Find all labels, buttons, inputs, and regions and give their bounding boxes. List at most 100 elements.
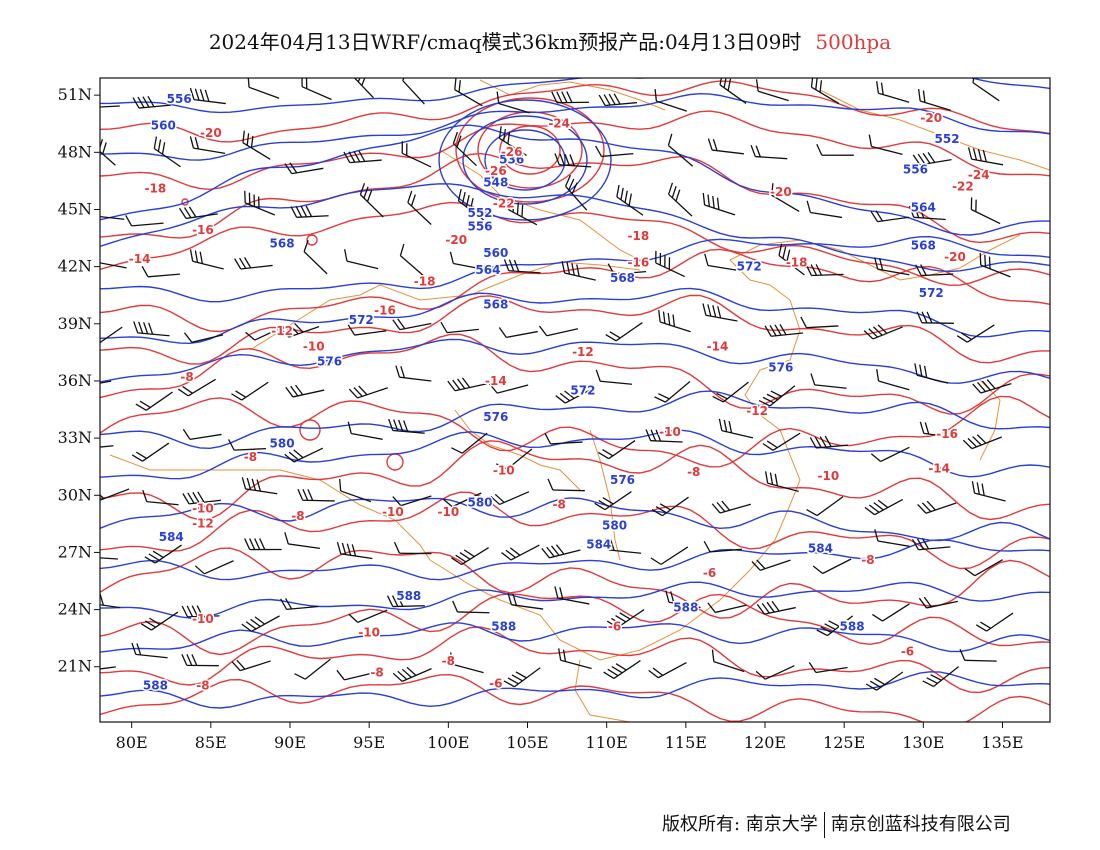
wind-barb [100,380,112,388]
wind-barb [284,447,324,463]
wind-barb [280,598,319,611]
lon-tick-label: 90E [274,733,306,752]
wind-barb [182,428,222,440]
wind-barb [654,381,691,403]
temperature-small-closed-contour [386,453,404,471]
wind-barb [555,387,594,404]
temperature-label: -18 [786,256,808,270]
wind-barb [922,666,960,688]
wind-barb [616,184,644,216]
lat-tick-label: 21N [58,657,92,676]
wind-barb [177,378,216,397]
height-label: 580 [270,437,295,451]
wind-barb [301,78,332,101]
lat-tick-label: 33N [58,428,92,447]
temperature-contour-line [100,110,1050,191]
height-label: 576 [610,473,635,487]
temperature-label: -14 [707,339,729,353]
temperature-label: -22 [952,179,974,193]
temperature-label: -8 [370,665,383,679]
wind-barb [778,243,805,276]
wind-barb [407,190,432,225]
wind-barb [594,491,632,511]
temperature-contour-line [100,395,1050,468]
height-contour-line [100,235,1050,303]
wind-barb [231,381,269,401]
wind-barb [388,418,425,434]
wind-barb [440,321,479,334]
temperature-label: -10 [382,505,404,519]
height-label: 560 [151,118,176,132]
wind-barb [457,188,485,221]
height-label: 564 [475,263,500,277]
height-label: 552 [467,206,492,220]
wind-barb [496,91,530,114]
wind-barb [816,143,854,156]
height-contour-line [100,622,1050,653]
wind-barb [914,363,949,384]
wind-barb [393,541,432,555]
height-contour-line [100,124,1050,236]
wind-barb [812,558,852,575]
height-low-contour [438,99,612,221]
wind-barb [865,671,904,691]
wind-barb [498,327,538,339]
wind-barb [142,489,179,506]
height-label: 588 [143,679,168,693]
wind-barb [294,658,331,680]
wind-barb [347,324,387,336]
temperature-label: -8 [442,654,455,668]
wind-barb [503,667,541,688]
wind-barb [399,243,425,278]
wind-barb [359,183,384,218]
wind-barb [805,264,844,277]
height-contour-line [100,287,1050,345]
wind-barb [402,78,425,105]
wind-barb [908,205,946,221]
coastline-segment [429,479,801,661]
wind-barb [452,131,477,167]
wind-barb [962,434,1002,450]
wind-barb [451,547,490,566]
wind-barb [178,206,218,220]
lon-tick-label: 100E [427,733,469,752]
wind-barb [244,190,276,216]
temperature-label: -12 [192,517,214,531]
wind-barb [707,138,744,155]
wind-barb [279,323,320,338]
wind-barb [704,253,740,272]
temperature-label: -24 [548,117,570,131]
temperature-small-closed-contour [306,234,318,246]
wind-barb [401,141,432,168]
temperature-contour-line [100,294,1050,365]
lat-tick-label: 30N [58,485,92,504]
wind-barb [558,648,592,670]
wind-barb [348,385,389,399]
wind-barb [234,257,273,270]
lat-tick-label: 36N [58,371,92,390]
wind-barb [386,595,425,608]
wind-barb [916,311,954,324]
wind-barb [605,322,643,342]
wind-barb [718,418,754,439]
wind-barb [964,559,1003,577]
height-contour-line [100,338,1050,384]
wind-barb [755,79,789,102]
wind-barb [247,78,280,99]
wind-barb [242,130,271,160]
temperature-low-contour [455,97,605,203]
temperature-label: -20 [445,233,467,247]
height-label: 572 [737,259,762,273]
height-label: 572 [919,286,944,300]
wind-barb [658,309,691,333]
wind-barb [971,481,1006,502]
wind-barb [100,105,120,109]
wind-barb [245,325,285,341]
wind-barb [100,138,116,166]
wind-barb [189,136,226,155]
height-low-contour [484,129,566,191]
wind-barb [392,666,432,683]
height-labels: 556 560 568 572 576 580 584 588 588 588 588 588 584 5… [141,90,961,694]
wind-barb [131,642,168,659]
